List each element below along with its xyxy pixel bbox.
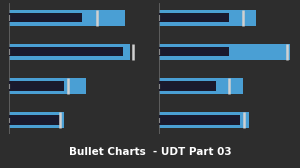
Bar: [159, 112, 250, 128]
Bar: [9, 13, 82, 22]
Bar: [159, 44, 290, 60]
Bar: [159, 115, 240, 125]
Bar: [9, 115, 61, 125]
Bar: [159, 47, 229, 56]
Bar: [9, 47, 122, 56]
Bar: [9, 78, 86, 94]
Bar: [159, 10, 256, 26]
Text: Bullet Charts  - UDT Part 03: Bullet Charts - UDT Part 03: [69, 147, 231, 157]
Bar: [9, 10, 125, 26]
Bar: [9, 44, 130, 60]
Bar: [9, 112, 64, 128]
Bar: [159, 78, 243, 94]
Bar: [159, 13, 229, 22]
Bar: [159, 81, 216, 91]
Bar: [9, 81, 64, 91]
